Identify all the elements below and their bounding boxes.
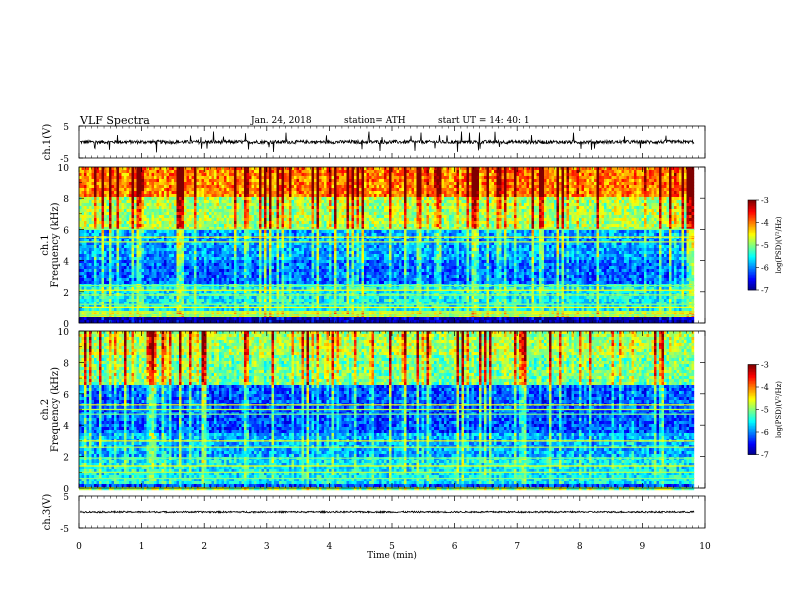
ch3-waveform-ylabel: ch.3(V) (42, 494, 53, 531)
ch2-spectrogram-colorbar-tick-label--7: -7 (761, 451, 769, 460)
ch1-spectrogram-colorbar-tick-label--4: -4 (761, 219, 769, 228)
ch2-spectrogram-ytick-label-6: 6 (63, 391, 69, 401)
ch2-spectrogram-colorbar-label: log(PSD)(V²/Hz) (775, 381, 783, 438)
x-axis-label: Time (min) (367, 550, 417, 561)
ch2-spectrogram-ytick-label-8: 8 (63, 359, 69, 369)
ch1-spectrogram-ytick-label-8: 8 (63, 195, 69, 205)
ch2-spectrogram-ytick-label-10: 10 (58, 328, 70, 338)
xtick-label-9: 9 (640, 542, 646, 552)
ch1-waveform-series-line (80, 132, 694, 153)
ch1-spectrogram-ytick-label-2: 2 (63, 289, 69, 299)
ch2-spectrogram-ytick-label-2: 2 (63, 454, 69, 464)
ch1-spectrogram-heatmap-cells (79, 167, 694, 323)
ch1-spectrogram-colorbar-tick-label--7: -7 (761, 286, 769, 295)
xtick-label-3: 3 (264, 542, 270, 552)
xtick-label-6: 6 (452, 542, 458, 552)
xtick-label-7: 7 (514, 542, 520, 552)
ch1-spectrogram-colorbar (748, 200, 756, 290)
ch1-waveform-ylabel: ch.1(V) (42, 124, 53, 161)
xtick-label-4: 4 (327, 542, 333, 552)
ch3-waveform-ytick-label-bottom: -5 (60, 525, 69, 535)
ch1-spectrogram-colorbar-tick-label--5: -5 (761, 241, 769, 250)
ch2-spectrogram-ylabel-frequency: Frequency (kHz) (50, 367, 61, 452)
xtick-label-1: 1 (139, 542, 145, 552)
ch1-spectrogram-ytick-label-10: 10 (58, 164, 70, 174)
ch2-spectrogram-colorbar (748, 365, 756, 455)
ch3-waveform-ytick-label-top: 5 (63, 493, 69, 503)
ch1-spectrogram-ytick-label-4: 4 (63, 258, 69, 268)
xtick-label-8: 8 (577, 542, 583, 552)
ch1-spectrogram-colorbar-label: log(PSD)(V²/Hz) (775, 216, 783, 273)
ch1-spectrogram-colorbar-tick-label--3: -3 (761, 196, 769, 205)
xtick-label-2: 2 (201, 542, 207, 552)
ch2-spectrogram-ytick-label-4: 4 (63, 422, 69, 432)
ch2-spectrogram-colorbar-tick-label--5: -5 (761, 406, 769, 415)
ch1-spectrogram-colorbar-tick-label--6: -6 (761, 264, 769, 273)
ch1-spectrogram-ytick-label-6: 6 (63, 226, 69, 236)
ch3-waveform-series-line (80, 511, 694, 513)
xtick-label-10: 10 (699, 542, 711, 552)
ch1-spectrogram-ylabel-frequency: Frequency (kHz) (50, 202, 61, 287)
ch2-spectrogram-colorbar-tick-label--3: -3 (761, 361, 769, 370)
ch1-waveform-ytick-label-top: 5 (63, 123, 69, 133)
ch2-spectrogram-colorbar-tick-label--6: -6 (761, 428, 769, 437)
ch2-spectrogram-colorbar-tick-label--4: -4 (761, 383, 769, 392)
xtick-label-0: 0 (76, 542, 82, 552)
